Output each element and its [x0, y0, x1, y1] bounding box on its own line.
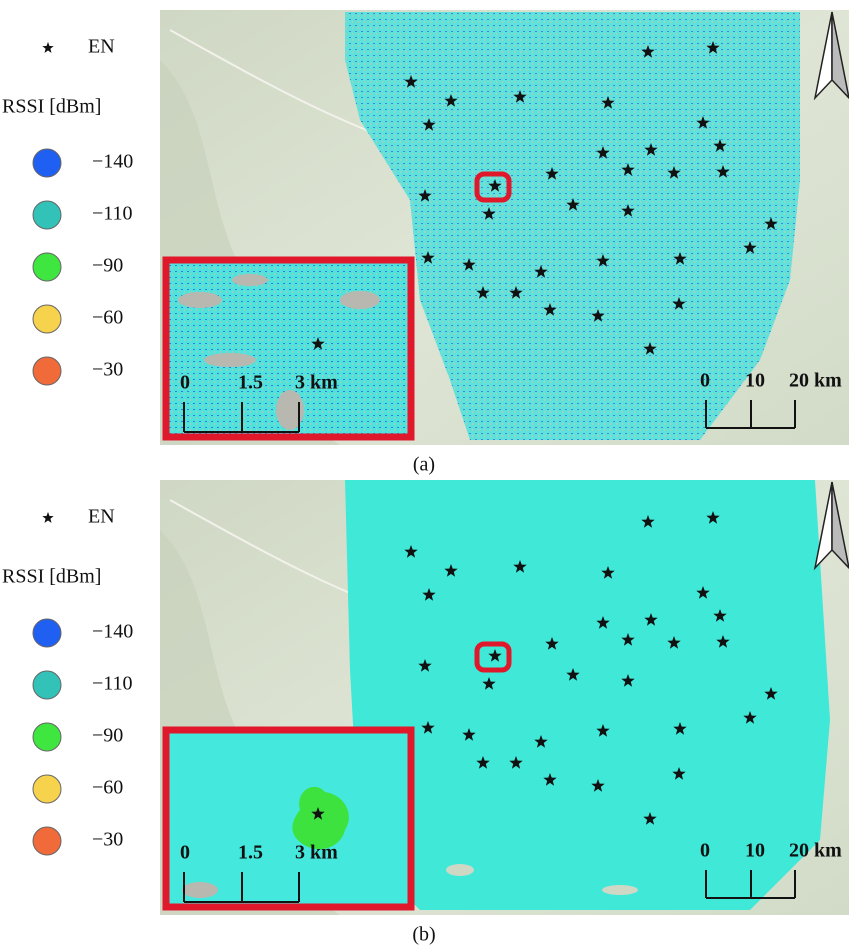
legend-label: −140: [92, 151, 133, 173]
legend-label: −110: [92, 203, 133, 225]
inset: [166, 730, 411, 907]
legend-swatch: [33, 201, 61, 229]
legend-swatch: [33, 827, 61, 855]
scale-label: 0: [180, 372, 190, 394]
legend-swatch: [33, 305, 61, 333]
legend-swatch: [33, 253, 61, 281]
coverage-hole: [446, 864, 474, 876]
legend-title: RSSI [dBm]: [2, 96, 101, 118]
legend-label: −30: [92, 359, 123, 381]
scale-label: 0: [700, 840, 710, 862]
scale-label: 0: [180, 842, 190, 864]
caption: (b): [412, 924, 435, 946]
caption: (a): [413, 454, 435, 476]
legend-swatch: [33, 619, 61, 647]
legend-swatch: [33, 149, 61, 177]
scale-label: 10: [745, 370, 765, 392]
scale-label: 0: [700, 370, 710, 392]
legend-star: [42, 512, 53, 523]
inset-terrain: [340, 291, 380, 309]
scale-label: 3 km: [295, 842, 338, 864]
legend-label: −110: [92, 673, 133, 695]
inset-terrain: [182, 882, 218, 898]
legend-label: −90: [92, 725, 123, 747]
legend-swatch: [33, 671, 61, 699]
legend-label: −60: [92, 777, 123, 799]
legend-label: −90: [92, 255, 123, 277]
scale-label: 3 km: [295, 372, 338, 394]
inset-terrain: [204, 353, 256, 367]
legend-swatch: [33, 357, 61, 385]
scale-label: 20 km: [789, 840, 842, 862]
inset-terrain: [232, 274, 268, 286]
scale-label: 1.5: [238, 372, 263, 394]
coverage-hole: [602, 885, 638, 895]
legend-label: −140: [92, 621, 133, 643]
legend-star: [42, 42, 53, 53]
legend-label: −60: [92, 307, 123, 329]
legend-title: RSSI [dBm]: [2, 566, 101, 588]
inset-terrain: [178, 292, 222, 308]
legend-swatch: [33, 775, 61, 803]
scale-label: 1.5: [238, 842, 263, 864]
scale-label: 10: [745, 840, 765, 862]
legend-label: −30: [92, 829, 123, 851]
legend-swatch: [33, 723, 61, 751]
panel: 0 1.5 3 km 0 10 20 km EN RSSI [dBm] −140 −110 −90 −…: [2, 480, 849, 946]
figure: 0 1.5 3 km 0 10 20 km EN RSSI [dBm] −140 −110 −90 −…: [0, 0, 849, 947]
legend-label: EN: [88, 36, 115, 58]
scale-label: 20 km: [789, 370, 842, 392]
legend-label: EN: [88, 506, 115, 528]
panel: 0 1.5 3 km 0 10 20 km EN RSSI [dBm] −140 −110 −90 −…: [2, 10, 849, 476]
